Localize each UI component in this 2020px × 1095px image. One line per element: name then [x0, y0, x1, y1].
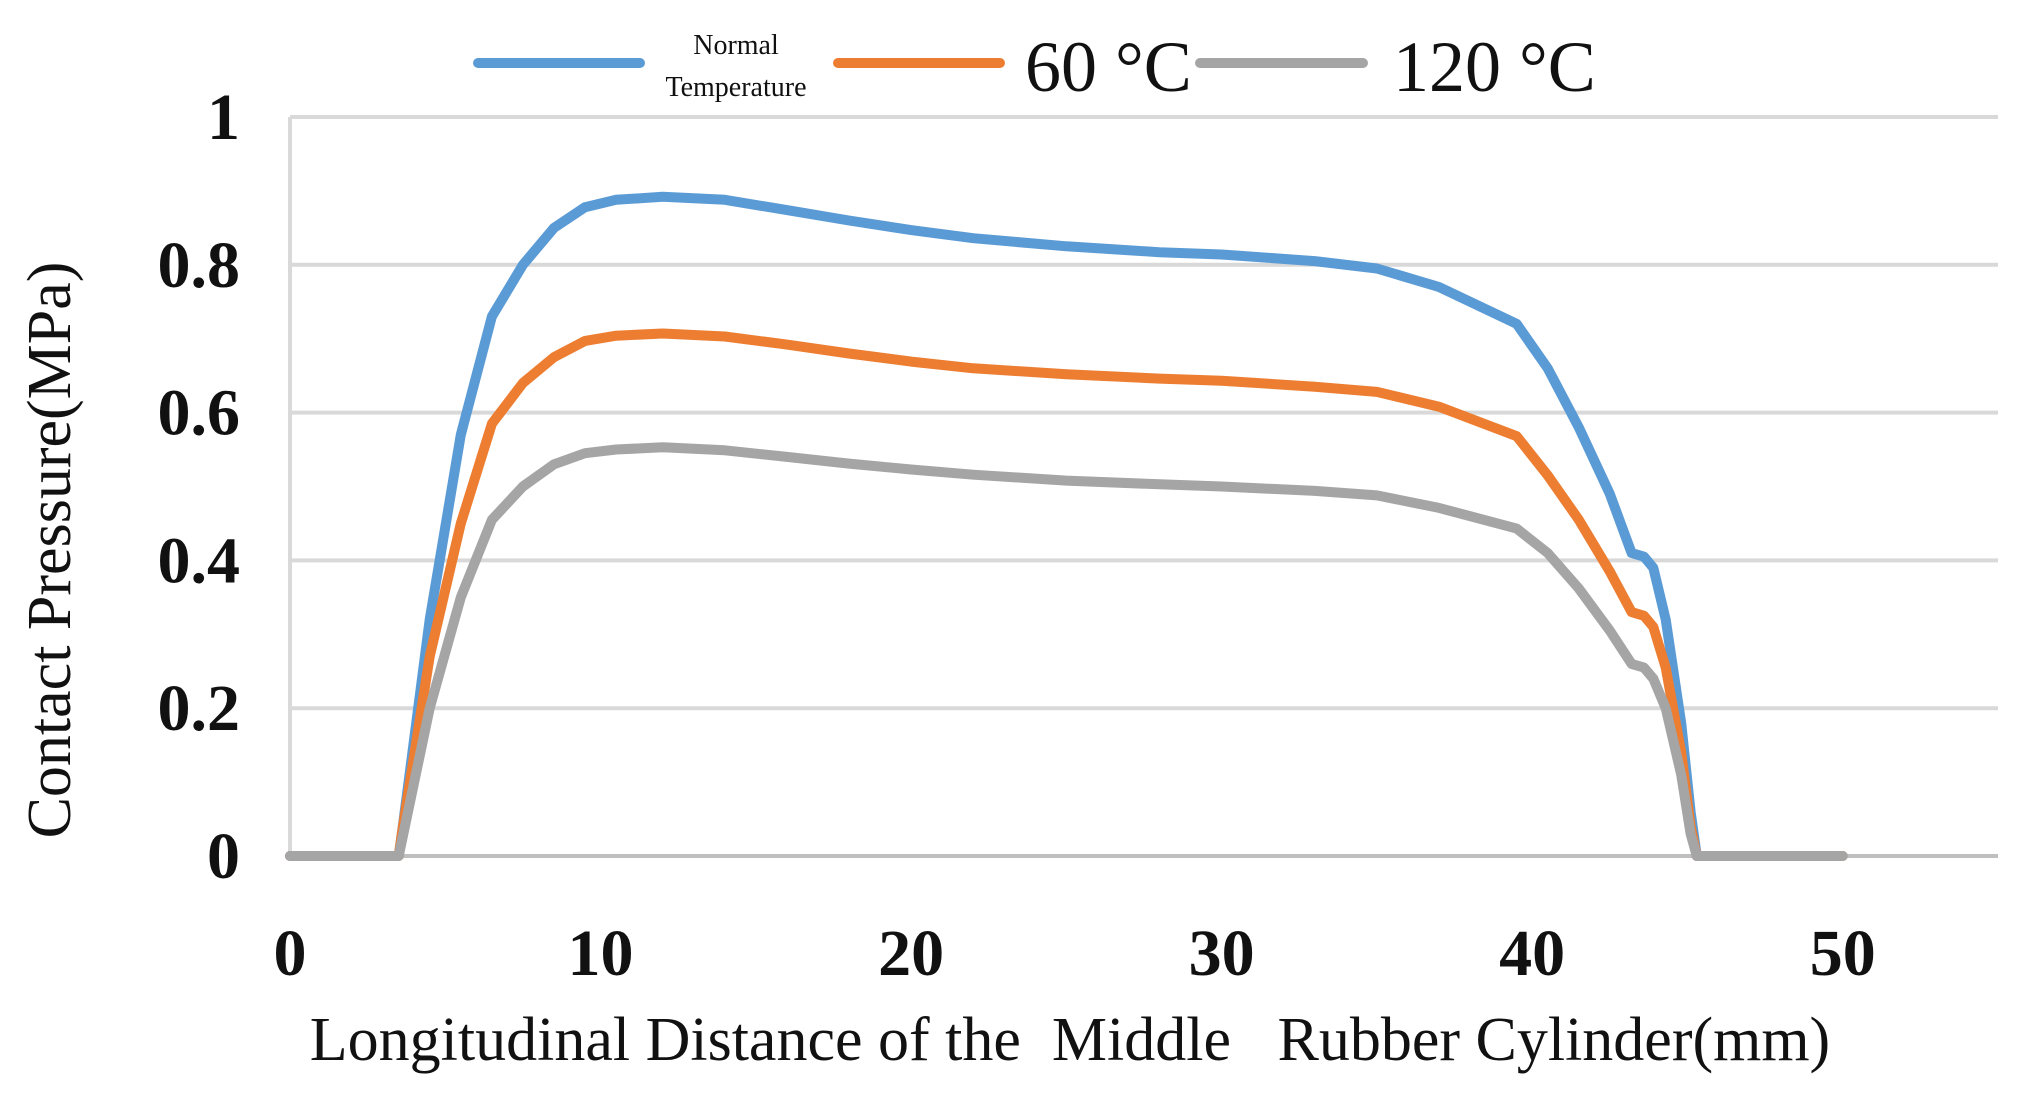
legend-label-120c: 120 °C [1393, 27, 1596, 107]
y-tick-label: 0 [207, 820, 240, 893]
legend: Normal Temperature 60 °C 120 °C [473, 27, 1596, 107]
series-line-1 [285, 191, 1848, 861]
x-tick-label: 50 [1810, 917, 1876, 990]
legend-label-normal-line1: Normal [693, 30, 779, 61]
y-tick-label: 0.8 [158, 229, 241, 302]
y-tick-label: 0.6 [158, 377, 241, 450]
x-axis-title: Longitudinal Distance of the Middle Rubb… [310, 1006, 1830, 1074]
x-axis-ticks: 0 10 20 30 40 50 [274, 917, 1876, 990]
y-axis-title: Contact Pressure(MPa) [16, 262, 84, 839]
x-tick-label: 0 [274, 917, 307, 990]
x-tick-label: 30 [1189, 917, 1255, 990]
x-tick-label: 10 [568, 917, 634, 990]
y-tick-label: 1 [207, 81, 240, 154]
legend-label-normal-line2: Temperature [665, 72, 806, 103]
series-lines [285, 191, 1848, 861]
y-tick-label: 0.4 [158, 524, 241, 597]
x-tick-label: 20 [878, 917, 944, 990]
y-tick-label: 0.2 [158, 672, 241, 745]
x-tick-label: 40 [1499, 917, 1565, 990]
series-line-2 [285, 328, 1848, 861]
y-axis-ticks: 0 0.2 0.4 0.6 0.8 1 [158, 81, 241, 893]
legend-label-60c: 60 °C [1025, 27, 1192, 107]
series-line-3 [285, 442, 1848, 861]
